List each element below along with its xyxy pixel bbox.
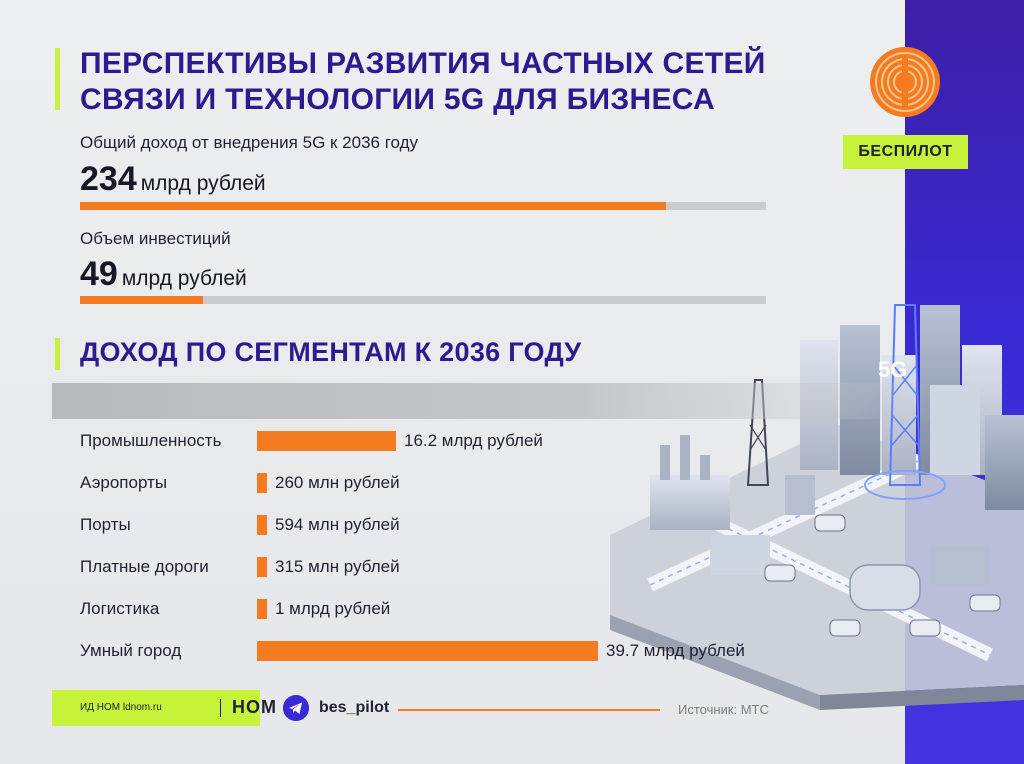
telegram-icon[interactable]: [283, 695, 309, 721]
segment-value-label: 260 млн рублей: [275, 473, 400, 492]
section-band: [52, 383, 932, 419]
source-text: Источник: МТС: [678, 702, 769, 717]
segment-value-label: 315 млн рублей: [275, 557, 400, 576]
footer-brand: НОМ: [232, 697, 277, 717]
segment-value-label: 16.2 млрд рублей: [404, 431, 543, 450]
segment-bar: [257, 431, 396, 451]
investment-unit: млрд рублей: [121, 267, 247, 290]
section-title: ДОХОД ПО СЕГМЕНТАМ К 2036 ГОДУ: [80, 337, 582, 367]
segment-row: Порты 594 млн рублей: [0, 511, 900, 539]
investment-value: 49 млрд рублей: [80, 255, 247, 294]
footer-small-text: ИД НОМ ldnom.ru: [80, 702, 162, 713]
segment-bar: [257, 599, 267, 619]
segment-name: Платные дороги: [80, 557, 209, 576]
telegram-handle[interactable]: bes_pilot: [319, 699, 390, 716]
footer-logo[interactable]: ИД НОМ ldnom.ru НОМ: [52, 690, 276, 726]
brand-badge: БЕСПИЛОТ: [843, 135, 968, 169]
brand-circle-icon: [870, 47, 940, 117]
footer-separator: [220, 699, 221, 717]
segment-bar: [257, 557, 267, 577]
investment-label: Объем инвестиций: [80, 229, 231, 248]
segment-row: Умный город 39.7 млрд рублей: [0, 637, 900, 665]
income-bar: [80, 202, 666, 210]
title-line-2: СВЯЗИ И ТЕХНОЛОГИИ 5G ДЛЯ БИЗНЕСА: [80, 83, 715, 116]
section-accent-bar: [55, 338, 60, 370]
income-value: 234 млрд рублей: [80, 160, 266, 199]
investment-track: [80, 296, 766, 304]
investment-number: 49: [80, 255, 118, 293]
segment-name: Промышленность: [80, 431, 222, 450]
income-number: 234: [80, 160, 137, 198]
title-line-1: ПЕРСПЕКТИВЫ РАЗВИТИЯ ЧАСТНЫХ СЕТЕЙ: [80, 47, 766, 80]
segment-name: Аэропорты: [80, 473, 168, 492]
footer-divider: [398, 709, 660, 711]
segment-value-label: 1 млрд рублей: [275, 599, 391, 618]
segment-value-label: 594 млн рублей: [275, 515, 400, 534]
page-title: ПЕРСПЕКТИВЫ РАЗВИТИЯ ЧАСТНЫХ СЕТЕЙ СВЯЗИ…: [80, 46, 840, 118]
title-accent-bar: [55, 48, 60, 110]
segment-bar: [257, 473, 267, 493]
investment-bar: [80, 296, 203, 304]
segment-value-label: 39.7 млрд рублей: [606, 641, 745, 660]
segment-bar: [257, 515, 267, 535]
income-label: Общий доход от внедрения 5G к 2036 году: [80, 133, 419, 152]
segment-row: Аэропорты 260 млн рублей: [0, 469, 900, 497]
segment-bar: [257, 641, 598, 661]
segment-row: Промышленность 16.2 млрд рублей: [0, 427, 900, 455]
segment-row: Логистика 1 млрд рублей: [0, 595, 900, 623]
segment-name: Логистика: [80, 599, 160, 618]
segment-name: Порты: [80, 515, 131, 534]
income-unit: млрд рублей: [140, 172, 266, 195]
segment-row: Платные дороги 315 млн рублей: [0, 553, 900, 581]
city-5g-label: 5G: [878, 357, 907, 382]
segment-name: Умный город: [80, 641, 182, 660]
